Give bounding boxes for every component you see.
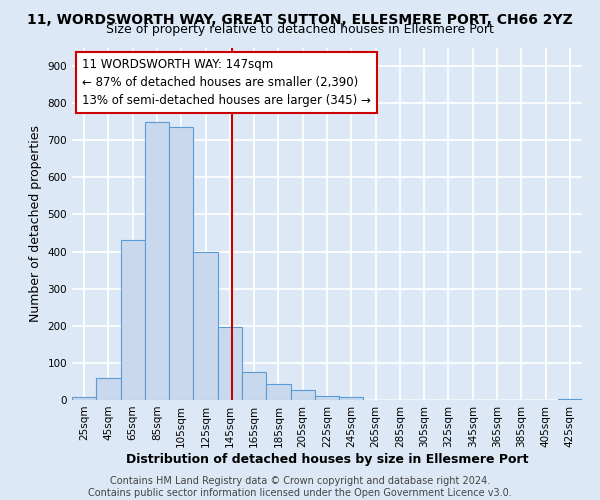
Bar [218, 327, 242, 400]
Bar [558, 399, 582, 400]
Bar [193, 252, 218, 400]
Bar [315, 396, 339, 400]
Bar [242, 372, 266, 400]
X-axis label: Distribution of detached houses by size in Ellesmere Port: Distribution of detached houses by size … [126, 452, 528, 466]
Bar [121, 240, 145, 400]
Bar [96, 378, 121, 400]
Bar [266, 384, 290, 400]
Y-axis label: Number of detached properties: Number of detached properties [29, 125, 42, 322]
Bar [145, 122, 169, 400]
Bar [290, 390, 315, 400]
Text: Size of property relative to detached houses in Ellesmere Port: Size of property relative to detached ho… [106, 22, 494, 36]
Text: 11, WORDSWORTH WAY, GREAT SUTTON, ELLESMERE PORT, CH66 2YZ: 11, WORDSWORTH WAY, GREAT SUTTON, ELLESM… [27, 12, 573, 26]
Bar [339, 397, 364, 400]
Bar [72, 397, 96, 400]
Text: 11 WORDSWORTH WAY: 147sqm
← 87% of detached houses are smaller (2,390)
13% of se: 11 WORDSWORTH WAY: 147sqm ← 87% of detac… [82, 58, 371, 107]
Bar [169, 128, 193, 400]
Text: Contains HM Land Registry data © Crown copyright and database right 2024.
Contai: Contains HM Land Registry data © Crown c… [88, 476, 512, 498]
